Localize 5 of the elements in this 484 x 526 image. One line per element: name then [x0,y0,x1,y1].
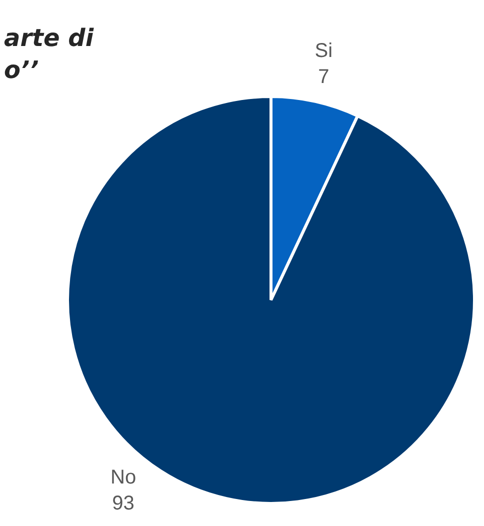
data-label: 93 [112,492,134,515]
data-label: 7 [318,66,330,88]
chart-title: arte di o’’ [4,23,94,86]
slice-label: Si [314,40,333,62]
slice-label: No [110,466,136,489]
